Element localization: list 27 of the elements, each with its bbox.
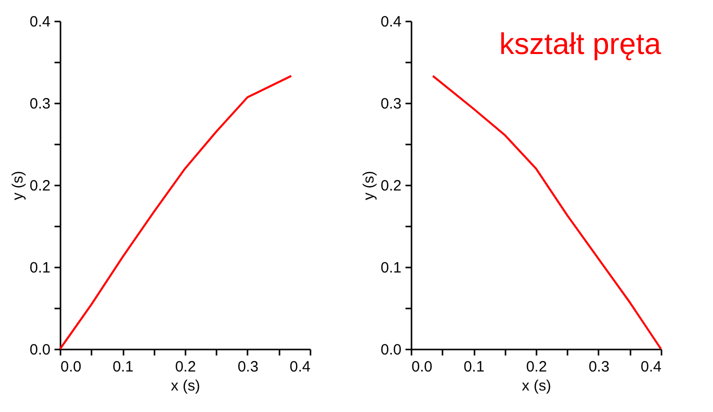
y-tick-label: 0.1: [380, 260, 402, 276]
x-tick-label: 0.2: [526, 358, 547, 376]
x-tick-label: 0.1: [112, 358, 134, 376]
line-series: [432, 74, 662, 350]
y-tick-label: 0.0: [380, 342, 402, 358]
x-tick-label: 0.4: [640, 358, 662, 376]
x-axis-title: x (s): [522, 378, 552, 394]
y-tick-label: 0.1: [30, 260, 50, 276]
x-tick-label: 0.3: [588, 358, 610, 376]
x-tick-label: 0.0: [60, 358, 82, 376]
x-axis-title: x (s): [170, 378, 200, 394]
annotation: kształt pręta: [499, 28, 662, 61]
y-axis-title: y (s): [360, 170, 378, 200]
y-tick-label: 0.0: [30, 342, 50, 358]
y-tick-label: 0.3: [30, 96, 50, 112]
line-series: [59, 74, 292, 350]
x-tick-label: 0.4: [290, 358, 310, 376]
y-tick-label: 0.2: [30, 178, 50, 194]
x-tick-label: 0.0: [412, 358, 432, 376]
y-tick-label: 0.4: [380, 14, 402, 30]
x-tick-label: 0.1: [464, 358, 484, 376]
y-tick-label: 0.3: [380, 96, 402, 112]
y-tick-label: 0.2: [380, 178, 402, 194]
y-axis-title: y (s): [10, 170, 27, 200]
x-tick-label: 0.3: [238, 358, 258, 376]
y-tick-label: 0.4: [30, 14, 50, 30]
x-tick-label: 0.2: [175, 358, 196, 376]
